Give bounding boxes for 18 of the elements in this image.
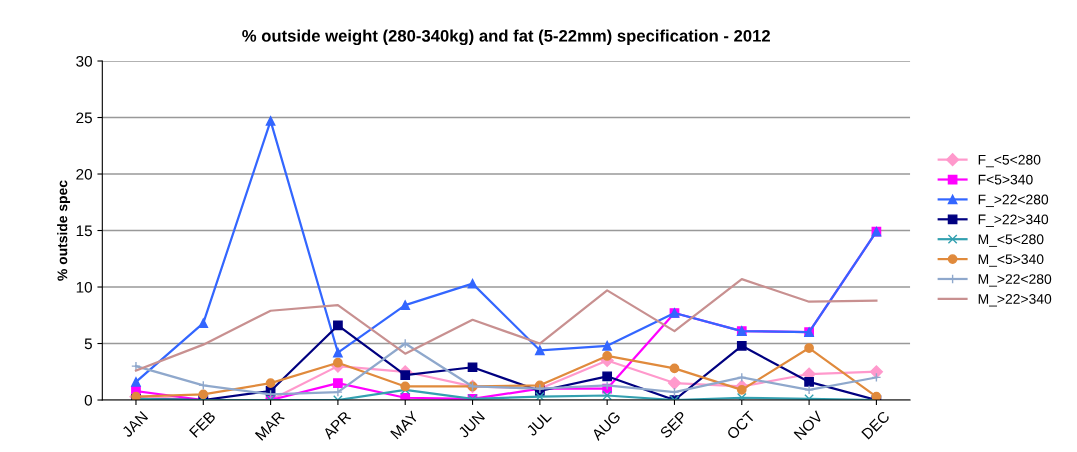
legend-label: M_<5<280: [978, 234, 1044, 247]
y-tick-label: 10: [76, 281, 92, 293]
y-tick-label: 30: [76, 55, 92, 67]
legend-label: M_>22>340: [978, 294, 1052, 307]
legend-label: F_>22<280: [978, 194, 1049, 208]
x-tick-label: JUL: [525, 410, 552, 437]
legend-label: F<5>340: [978, 174, 1033, 185]
y-tick-label: 15: [76, 225, 92, 237]
legend-label: F_>22>340: [978, 214, 1049, 227]
legend-label: M_<5>340: [978, 254, 1044, 267]
y-axis-title: % outside spec: [57, 180, 71, 281]
legend-label: F_<5<280: [978, 154, 1041, 168]
chart-title: % outside weight (280-340kg) and fat (5-22mm) specification - 2012: [242, 29, 770, 46]
y-tick-label: 5: [84, 338, 92, 350]
legend-label: M_>22<280: [978, 274, 1052, 287]
y-tick-label: 25: [76, 112, 92, 124]
y-tick-label: 0: [84, 394, 92, 406]
y-tick-label: 20: [76, 168, 92, 180]
